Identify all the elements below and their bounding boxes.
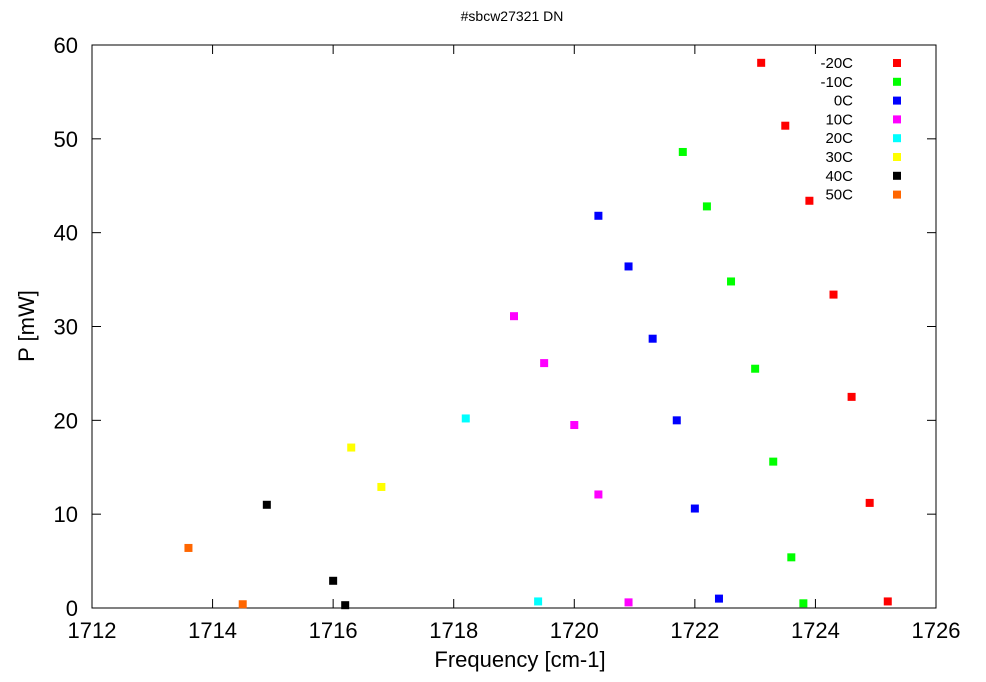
y-tick-label: 20 (54, 408, 78, 433)
data-point (341, 601, 350, 610)
legend-label: -10C (820, 74, 853, 91)
x-axis-label: Frequency [cm-1] (434, 647, 605, 672)
x-tick-label: 1712 (68, 618, 117, 643)
data-point (540, 359, 549, 368)
data-point (672, 416, 681, 425)
legend-marker (893, 96, 901, 105)
x-tick-label: 1726 (912, 618, 961, 643)
x-tick-label: 1724 (791, 618, 840, 643)
legend-label: 30C (825, 149, 853, 166)
data-point (829, 290, 838, 299)
data-point (594, 211, 603, 220)
data-point (769, 457, 778, 466)
data-point (262, 500, 271, 509)
legend-marker (893, 59, 901, 67)
ticks: 1712 1714 1716 1718 1720 1722 1724 1726 0 10 20 30 4… (54, 33, 961, 643)
data-point (534, 597, 543, 606)
data-point (847, 392, 856, 401)
data-point (377, 482, 386, 491)
y-tick-label: 0 (66, 596, 78, 621)
data-point (594, 490, 603, 499)
data-point (624, 262, 633, 271)
legend-label: 10C (825, 111, 853, 128)
data-point (805, 196, 814, 205)
data-point (799, 599, 808, 608)
data-point (570, 421, 579, 430)
data-point (510, 312, 518, 321)
x-tick-label: 1720 (550, 618, 599, 643)
x-tick-label: 1714 (188, 618, 237, 643)
data-point (347, 443, 356, 452)
legend-label: 0C (834, 93, 853, 110)
data-point (238, 600, 247, 609)
data-point (751, 364, 760, 373)
y-tick-label: 10 (54, 502, 78, 527)
chart-title: #sbcw27321 DN (461, 8, 564, 24)
legend-marker (893, 134, 901, 143)
data-point (461, 414, 470, 423)
y-tick-label: 30 (54, 315, 78, 340)
legend-label: 40C (825, 168, 853, 185)
legend-label: 50C (825, 187, 853, 204)
legend-marker (893, 190, 901, 199)
y-tick-label: 50 (54, 127, 78, 152)
x-tick-label: 1716 (309, 618, 358, 643)
data-point (865, 498, 874, 507)
data-point (757, 58, 766, 67)
y-tick-label: 60 (54, 33, 78, 58)
data-points (184, 58, 892, 610)
data-point (329, 576, 338, 585)
data-point (781, 121, 790, 130)
y-tick-label: 40 (54, 221, 78, 246)
legend-marker (893, 115, 901, 124)
data-point (787, 553, 796, 562)
data-point (648, 334, 657, 343)
legend-marker (893, 171, 901, 180)
data-point (678, 147, 687, 156)
x-tick-label: 1722 (670, 618, 719, 643)
y-axis-label: P [mW] (14, 290, 39, 362)
legend-label: 20C (825, 130, 853, 147)
data-point (883, 597, 892, 606)
data-point (714, 594, 723, 603)
data-point (184, 543, 193, 552)
legend-label: -20C (820, 55, 853, 72)
data-point (690, 504, 699, 513)
data-point (702, 202, 711, 211)
data-point (624, 598, 633, 607)
legend-marker (893, 153, 901, 161)
legend-marker (893, 77, 901, 86)
data-point (727, 277, 736, 286)
x-tick-label: 1718 (429, 618, 478, 643)
